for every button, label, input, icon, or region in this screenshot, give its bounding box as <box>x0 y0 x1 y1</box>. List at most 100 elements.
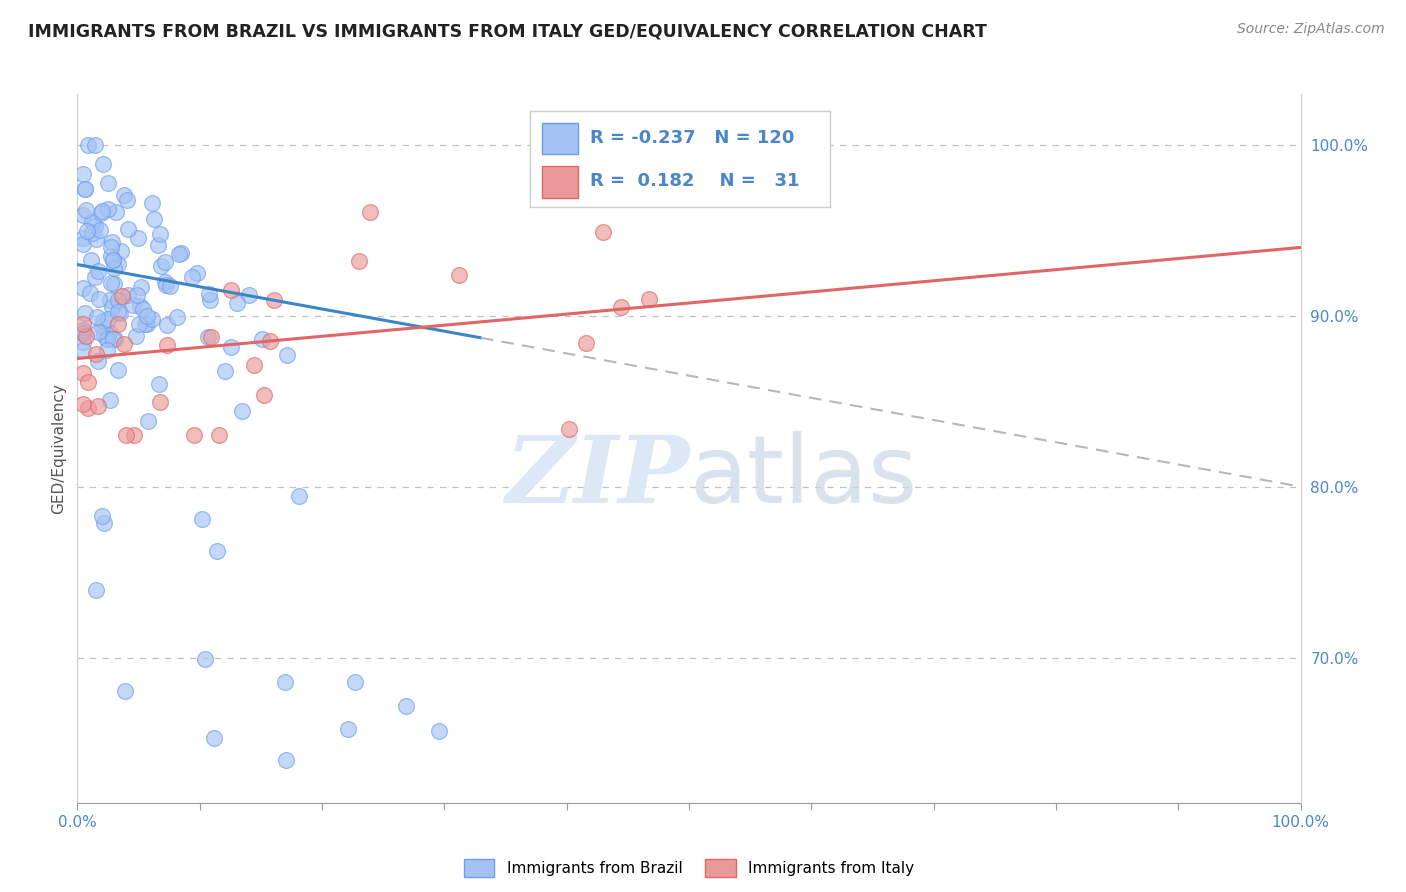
Point <box>101 253 124 268</box>
Point <box>79 253 101 268</box>
Point <box>142 212 165 227</box>
Point <box>91 508 114 523</box>
Point <box>107 293 129 307</box>
Point <box>219 283 242 297</box>
Point <box>128 317 150 331</box>
Point <box>100 249 122 263</box>
Point <box>181 270 204 285</box>
Point <box>103 277 125 291</box>
Point <box>575 336 598 351</box>
Point <box>125 329 148 343</box>
Point <box>231 404 253 418</box>
Point <box>117 288 139 302</box>
Point <box>226 295 249 310</box>
Point <box>98 392 121 407</box>
Point <box>75 202 97 217</box>
Point <box>153 255 176 269</box>
Point <box>104 204 127 219</box>
Point <box>135 309 157 323</box>
Point <box>84 137 107 152</box>
Point <box>336 723 359 737</box>
Point <box>141 196 163 211</box>
Point <box>207 544 229 558</box>
Point <box>148 376 170 391</box>
Point <box>108 306 131 320</box>
Y-axis label: GED/Equivalency: GED/Equivalency <box>51 383 66 514</box>
Point <box>90 203 112 218</box>
Point <box>112 337 135 351</box>
Point <box>198 293 221 307</box>
Text: IMMIGRANTS FROM BRAZIL VS IMMIGRANTS FROM ITALY GED/EQUIVALENCY CORRELATION CHAR: IMMIGRANTS FROM BRAZIL VS IMMIGRANTS FRO… <box>28 22 987 40</box>
Point <box>447 268 470 282</box>
Text: atlas: atlas <box>689 431 917 523</box>
Point <box>107 363 129 377</box>
Point <box>149 227 172 242</box>
Point <box>72 366 94 380</box>
Point <box>153 275 176 289</box>
Point <box>100 277 122 291</box>
Point <box>186 266 208 280</box>
Point <box>84 347 107 361</box>
Point <box>72 236 94 251</box>
Point <box>263 293 285 307</box>
Point <box>238 288 260 302</box>
Point <box>149 259 172 273</box>
Point <box>101 253 124 268</box>
Point <box>110 244 132 259</box>
Point <box>609 300 631 314</box>
Point <box>90 206 112 220</box>
Point <box>101 332 124 346</box>
Point <box>96 333 118 347</box>
Point <box>243 358 266 372</box>
Point <box>111 288 134 302</box>
Point <box>276 348 298 362</box>
Point <box>87 353 110 368</box>
Point <box>103 261 125 276</box>
Point <box>207 428 229 442</box>
Point <box>80 226 103 240</box>
Point <box>84 583 107 598</box>
Point <box>72 343 94 357</box>
Point <box>93 516 115 530</box>
Point <box>136 415 159 429</box>
Point <box>100 293 122 308</box>
Point <box>107 257 129 271</box>
Point <box>98 325 121 339</box>
Point <box>86 310 108 325</box>
Point <box>124 428 146 442</box>
Point <box>117 221 139 235</box>
Point <box>141 312 163 326</box>
Point <box>77 376 100 390</box>
Point <box>72 168 94 182</box>
Point <box>253 388 276 402</box>
Point <box>200 329 222 343</box>
Point <box>170 246 193 260</box>
Point <box>221 340 243 354</box>
Point <box>259 334 281 348</box>
Point <box>97 176 120 190</box>
Point <box>76 223 98 237</box>
Point <box>344 674 367 689</box>
Point <box>107 317 129 331</box>
Point <box>93 328 115 343</box>
Point <box>77 137 100 152</box>
Point <box>75 182 97 196</box>
Point <box>72 326 94 341</box>
Point <box>80 215 103 229</box>
Point <box>72 281 94 295</box>
Legend: Immigrants from Brazil, Immigrants from Italy: Immigrants from Brazil, Immigrants from … <box>464 859 914 877</box>
Point <box>198 286 221 301</box>
Point <box>114 683 136 698</box>
Point <box>96 202 118 216</box>
Point <box>83 219 105 234</box>
Point <box>156 337 179 351</box>
Point <box>191 512 214 526</box>
Point <box>72 231 94 245</box>
Point <box>100 235 122 250</box>
Point <box>159 279 181 293</box>
Point <box>75 329 97 343</box>
Point <box>104 332 127 346</box>
Point <box>107 305 129 319</box>
Point <box>638 292 661 306</box>
Point <box>166 310 188 324</box>
